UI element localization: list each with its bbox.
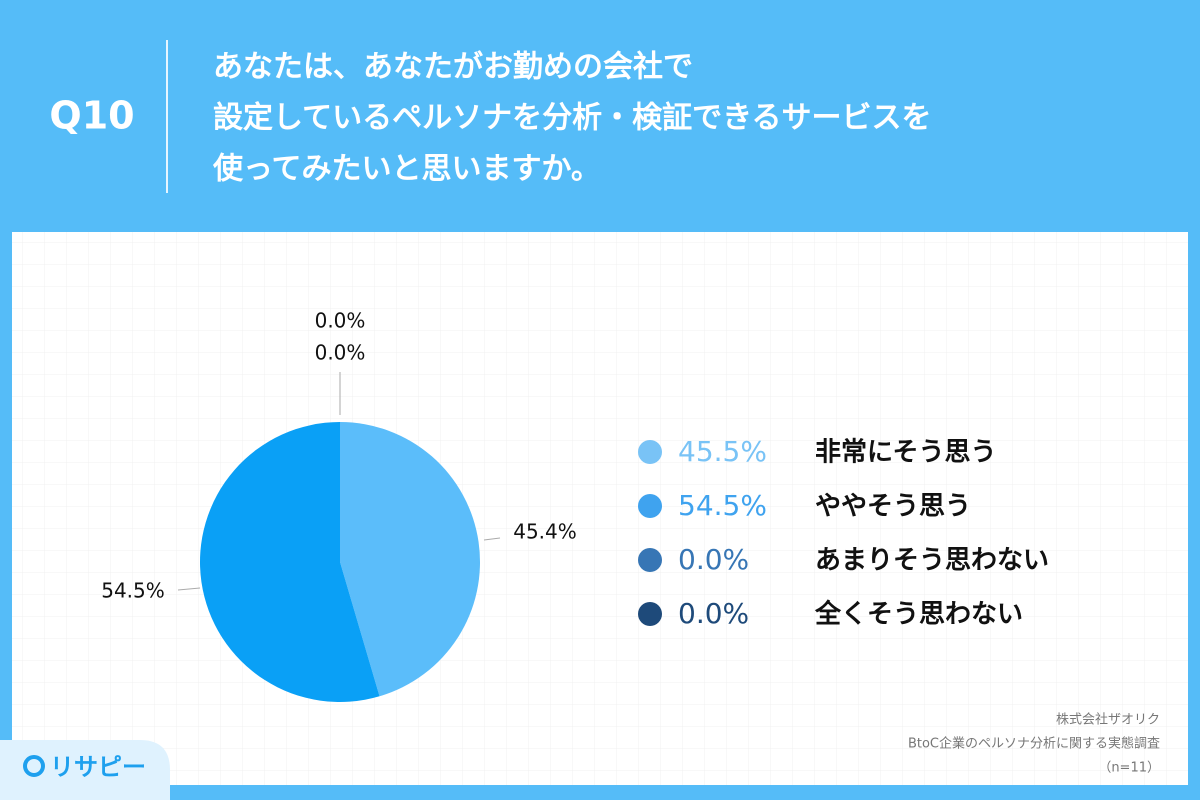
question-number: Q10 [49, 94, 134, 138]
legend-label: 非常にそう思う [815, 438, 996, 468]
legend-dot [638, 494, 662, 518]
logo-icon [23, 755, 45, 777]
legend-dot [638, 440, 662, 464]
legend-label: ややそう思う [815, 492, 971, 522]
data-label: 54.5% [101, 579, 165, 603]
pie-slice [200, 422, 380, 702]
data-label: 0.0% [315, 341, 366, 365]
legend-value: 54.5% [678, 489, 767, 522]
legend-dot [638, 602, 662, 626]
legend-label: 全くそう思わない [814, 599, 1023, 630]
legend-value: 0.0% [678, 597, 749, 630]
source: 株式会社ザオリク [1056, 712, 1160, 728]
source: （n=11） [1098, 761, 1160, 776]
leader-line [177, 587, 201, 591]
legend-dot [638, 548, 662, 572]
legend-label: あまりそう思わない [815, 546, 1049, 576]
question-line: 設定しているペルソナを分析・検証できるサービスを [213, 101, 932, 136]
question-line: 使ってみたいと思いますか。 [212, 152, 601, 187]
source: BtoC企業のペルソナ分析に関する実態調査 [908, 736, 1160, 752]
logo: リサピー [50, 753, 146, 781]
leader-line [483, 537, 501, 541]
panel-grid [12, 232, 1188, 785]
question-line: あなたは、あなたがお勤めの会社で [213, 50, 693, 85]
data-label: 0.0% [315, 309, 366, 333]
legend-value: 45.5% [678, 435, 767, 468]
legend-value: 0.0% [678, 543, 749, 576]
pie-slice [340, 422, 481, 697]
logo-badge [0, 740, 170, 800]
data-label: 45.4% [513, 520, 577, 544]
